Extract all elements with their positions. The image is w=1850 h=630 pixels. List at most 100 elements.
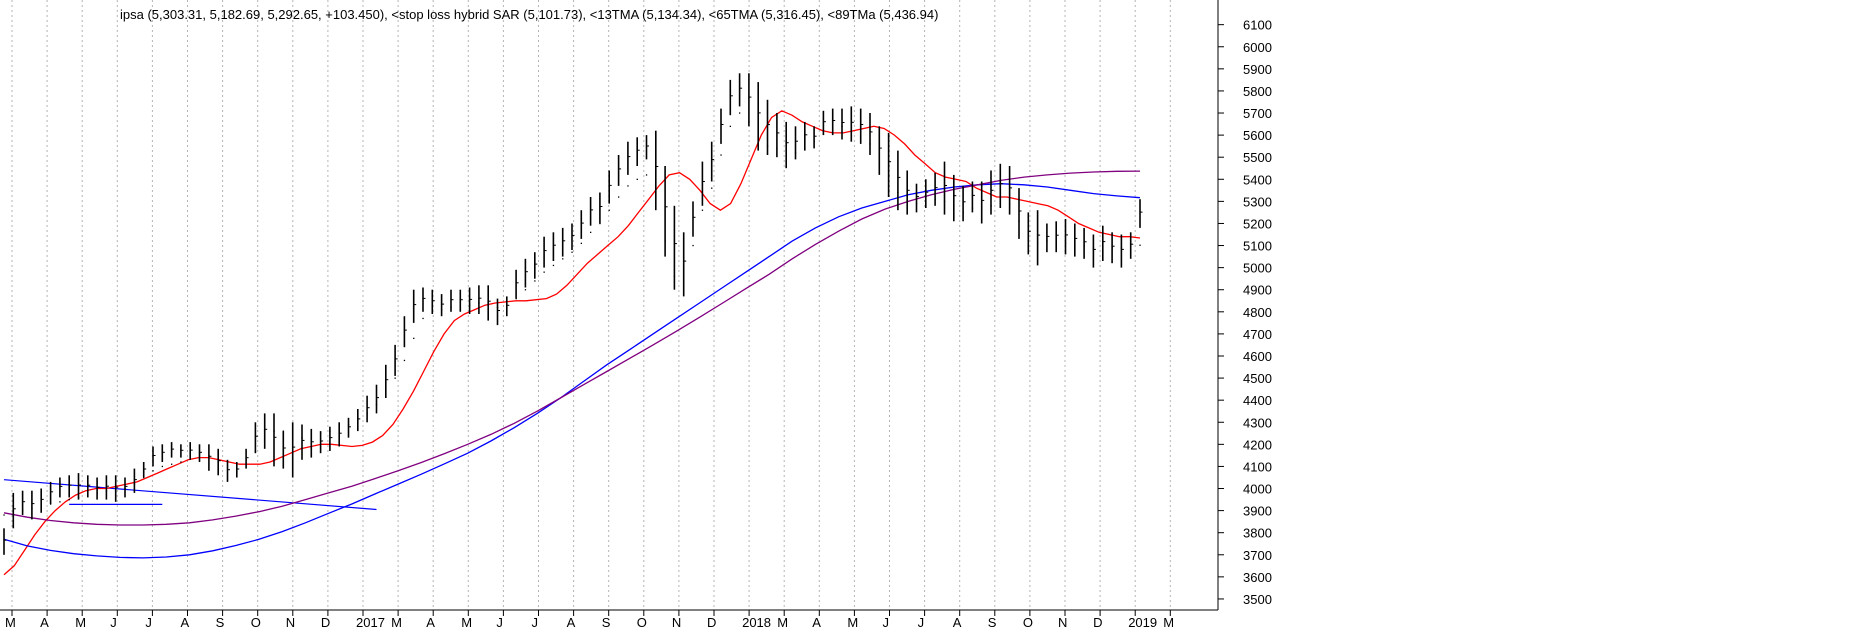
y-tick-label-10: 4500	[1243, 371, 1272, 386]
x-tick-label-7: O	[251, 615, 261, 630]
x-tick-label-29: O	[1023, 615, 1033, 630]
x-tick-label-31: D	[1093, 615, 1102, 630]
series-line-13tma	[3, 110, 1141, 576]
x-tick-labels: M A M J J A S O N D 2017 M A M J J A S O N D 2018 M A M J J A S O N D 20…	[5, 610, 1174, 630]
x-tick-label-10: 2017	[356, 615, 385, 630]
y-tick-label-24: 5900	[1243, 62, 1272, 77]
y-tick-label-7: 4200	[1243, 437, 1272, 452]
sar-point-6	[59, 501, 61, 503]
sar-point-64	[599, 222, 601, 225]
sar-point-5	[50, 503, 52, 505]
trendline-0	[3, 479, 377, 511]
y-tick-label-9: 4400	[1243, 393, 1272, 408]
x-tick-label-32: 2019	[1128, 615, 1157, 630]
x-tick-label-2: M	[75, 615, 86, 630]
y-tick-label-12: 4700	[1243, 327, 1272, 342]
x-tick-label-8: N	[286, 615, 295, 630]
grid-layer	[11, 0, 1171, 610]
x-tick-label-13: M	[461, 615, 472, 630]
sar-point-15	[143, 476, 145, 479]
sar-point-60	[562, 258, 564, 260]
sar-point-67	[627, 185, 629, 187]
sar-point-76	[711, 187, 713, 189]
sar-point-55	[515, 298, 517, 300]
y-tick-label-26: 6100	[1243, 18, 1272, 33]
sar-point-61	[571, 251, 573, 253]
x-tick-label-15: J	[532, 615, 539, 630]
y-tick-label-16: 5100	[1243, 239, 1272, 254]
x-tick-label-5: A	[181, 615, 190, 630]
x-tick-label-1: A	[40, 615, 49, 630]
y-tick-label-19: 5400	[1243, 172, 1272, 187]
x-tick-label-20: D	[707, 615, 716, 630]
sar-point-57	[534, 280, 536, 282]
x-tick-label-33: M	[1163, 615, 1174, 630]
x-tick-label-0: M	[5, 615, 16, 630]
x-tick-label-11: M	[391, 615, 402, 630]
series-layer	[3, 110, 1141, 576]
y-tick-label-25: 6000	[1243, 40, 1272, 55]
x-tick-label-6: S	[216, 615, 225, 630]
sar-point-17	[161, 465, 163, 468]
sar-point-56	[524, 289, 527, 291]
sar-point-19	[180, 461, 182, 463]
sar-point-59	[552, 264, 555, 267]
sar-point-16	[152, 470, 154, 472]
y-tick-label-0: 3500	[1243, 592, 1272, 607]
x-tick-label-24: M	[847, 615, 858, 630]
y-tick-label-2: 3700	[1243, 548, 1272, 563]
sar-point-122	[1139, 244, 1141, 246]
y-tick-label-8: 4300	[1243, 415, 1272, 430]
x-tick-label-25: J	[883, 615, 890, 630]
y-tick-label-1: 3600	[1243, 570, 1272, 585]
sar-point-65	[608, 209, 610, 211]
x-tick-label-28: S	[988, 615, 997, 630]
y-tick-labels: 3500 3600 3700 3800 3900 4000 4100 4200 4300 4400…	[1218, 18, 1272, 607]
x-tick-label-12: A	[426, 615, 435, 630]
sar-point-0	[3, 514, 5, 516]
sar-point-58	[543, 271, 545, 273]
x-tick-label-16: A	[567, 615, 576, 630]
x-tick-label-23: A	[812, 615, 821, 630]
sar-point-75	[701, 209, 704, 211]
y-tick-label-21: 5600	[1243, 128, 1272, 143]
sar-point-78	[729, 125, 731, 127]
sar-point-43	[403, 359, 406, 362]
y-tick-label-11: 4600	[1243, 349, 1272, 364]
sar-point-42	[394, 377, 396, 379]
y-tick-label-6: 4100	[1243, 459, 1272, 474]
y-tick-label-22: 5700	[1243, 106, 1272, 121]
sar-point-62	[580, 242, 582, 244]
sar-point-44	[413, 337, 415, 339]
y-tick-label-23: 5800	[1243, 84, 1272, 99]
sar-point-79	[739, 112, 741, 114]
sar-point-74	[692, 244, 694, 247]
trendline-layer	[3, 479, 377, 511]
sar-point-77	[720, 154, 722, 156]
x-tick-label-9: D	[321, 615, 330, 630]
sar-point-18	[171, 463, 173, 465]
x-tick-label-27: A	[953, 615, 962, 630]
y-tick-label-13: 4800	[1243, 305, 1272, 320]
sar-point-63	[590, 231, 592, 233]
y-tick-label-3: 3800	[1243, 526, 1272, 541]
y-tick-label-5: 4000	[1243, 482, 1272, 497]
x-tick-label-30: N	[1058, 615, 1067, 630]
y-tick-label-14: 4900	[1243, 283, 1272, 298]
series-line-65tma	[3, 183, 1141, 559]
x-tick-label-26: J	[918, 615, 925, 630]
x-tick-label-19: N	[672, 615, 681, 630]
sar-point-69	[645, 174, 648, 176]
sar-point-45	[422, 317, 424, 320]
series-line-89tma	[3, 170, 1141, 526]
x-tick-label-22: M	[777, 615, 788, 630]
y-tick-label-20: 5500	[1243, 150, 1272, 165]
y-tick-label-4: 3900	[1243, 504, 1272, 519]
chart-title: ipsa (5,303.31, 5,182.69, 5,292.65, +103…	[120, 7, 938, 22]
x-tick-label-17: S	[602, 615, 611, 630]
x-tick-label-18: O	[637, 615, 647, 630]
sar-point-7	[68, 499, 70, 501]
y-tick-label-18: 5300	[1243, 194, 1272, 209]
price-bars-layer	[3, 73, 1143, 555]
